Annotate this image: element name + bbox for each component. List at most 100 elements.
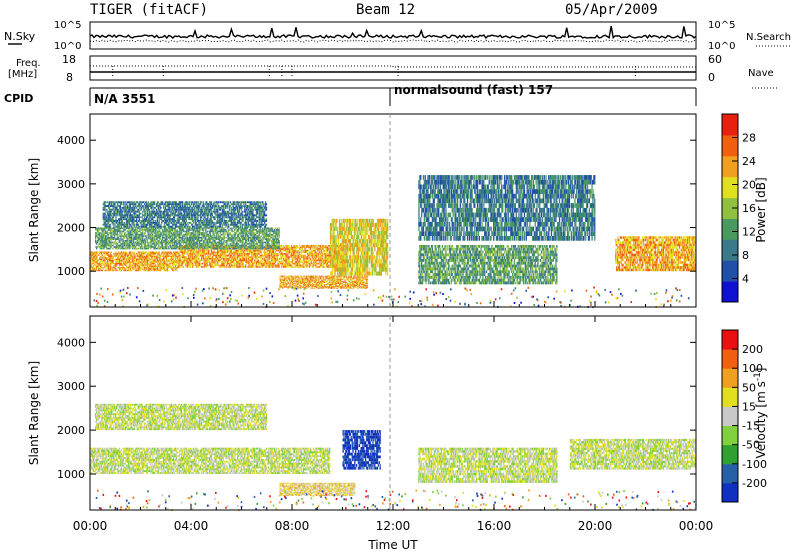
echo-cell xyxy=(96,262,98,265)
echo-cell xyxy=(182,227,184,230)
echo-cell xyxy=(186,251,188,254)
echo-cell xyxy=(113,232,115,234)
echo-cell xyxy=(228,251,231,254)
echo-cell xyxy=(180,247,182,250)
echo-cell xyxy=(142,247,144,250)
echo-cell xyxy=(117,227,119,230)
echo-cell xyxy=(99,268,102,270)
echo-cell xyxy=(235,240,237,242)
echo-cell xyxy=(278,249,280,252)
echo-cell xyxy=(91,261,94,263)
echo-cell xyxy=(325,254,327,257)
echo-cell xyxy=(169,255,171,258)
echo-cell xyxy=(201,253,204,255)
echo-cell xyxy=(103,251,105,253)
echo-cell xyxy=(178,261,180,263)
echo-cell xyxy=(218,258,221,260)
echo-cell xyxy=(317,266,319,268)
echo-cell xyxy=(169,267,171,269)
echo-cell xyxy=(228,256,231,258)
echo-cell xyxy=(149,241,151,244)
echo-cell xyxy=(120,252,122,255)
echo-cell xyxy=(130,236,132,239)
echo-cell xyxy=(245,256,248,258)
echo-cell xyxy=(127,235,129,237)
echo-cell xyxy=(145,246,147,248)
echo-cell xyxy=(130,241,132,244)
echo-cell xyxy=(94,257,96,259)
echo-cell xyxy=(310,261,312,263)
echo-cell xyxy=(161,244,163,247)
echo-cell xyxy=(279,248,281,250)
echo-cell xyxy=(164,269,167,272)
echo-cell xyxy=(103,267,105,269)
echo-cell xyxy=(226,246,228,249)
echo-cell xyxy=(308,259,310,262)
echo-cell xyxy=(158,235,160,237)
echo-cell xyxy=(263,251,266,254)
echo-cell xyxy=(285,253,287,255)
echo-cell xyxy=(137,258,140,260)
echo-cell xyxy=(163,257,165,259)
echo-cell xyxy=(305,251,307,254)
echo-cell xyxy=(158,247,160,250)
echo-cell xyxy=(182,256,184,258)
echo-cell xyxy=(105,240,108,242)
echo-cell xyxy=(288,258,290,260)
echo-cell xyxy=(152,229,155,231)
echo-cell xyxy=(264,259,267,262)
echo-cell xyxy=(281,256,284,258)
echo-cell xyxy=(194,261,196,263)
echo-cell xyxy=(227,254,229,257)
echo-cell xyxy=(159,269,161,272)
echo-cell xyxy=(142,235,145,237)
echo-cell xyxy=(96,251,98,253)
echo-cell xyxy=(126,230,128,233)
echo-cell xyxy=(256,253,258,255)
echo-cell xyxy=(91,252,94,255)
echo-cell xyxy=(182,261,185,263)
echo-cell xyxy=(317,259,319,262)
echo-cell xyxy=(289,246,291,249)
echo-cell xyxy=(126,261,128,263)
echo-cell xyxy=(116,232,118,234)
echo-cell xyxy=(241,246,243,248)
echo-cell xyxy=(276,245,278,247)
echo-cell xyxy=(254,259,256,262)
echo-cell xyxy=(186,258,188,260)
echo-cell xyxy=(233,230,235,233)
echo-cell xyxy=(294,246,296,249)
echo-cell xyxy=(174,254,177,256)
echo-cell xyxy=(101,238,103,240)
echo-cell xyxy=(205,229,207,231)
echo-cell xyxy=(294,253,296,255)
echo-cell xyxy=(180,244,183,247)
echo-cell xyxy=(134,258,136,260)
echo-cell xyxy=(316,259,318,262)
echo-cell xyxy=(314,259,316,262)
echo-cell xyxy=(272,251,274,254)
echo-cell xyxy=(149,261,151,263)
echo-cell xyxy=(119,229,121,231)
echo-cell xyxy=(150,267,152,269)
echo-cell xyxy=(154,267,156,269)
echo-cell xyxy=(258,266,260,268)
echo-cell xyxy=(128,251,131,253)
echo-cell xyxy=(175,240,177,242)
echo-cell xyxy=(212,262,214,265)
echo-cell xyxy=(110,261,112,263)
echo-cell xyxy=(110,227,112,230)
echo-cell xyxy=(249,236,251,239)
echo-cell xyxy=(289,251,291,254)
echo-cell xyxy=(250,264,252,267)
echo-cell xyxy=(289,248,291,250)
echo-cell xyxy=(110,240,112,242)
echo-cell xyxy=(157,246,159,248)
echo-cell xyxy=(265,262,267,265)
echo-cell xyxy=(154,232,156,234)
echo-cell xyxy=(106,244,109,247)
echo-cell xyxy=(117,255,119,258)
echo-cell xyxy=(218,251,221,254)
echo-cell xyxy=(204,258,206,260)
echo-cell xyxy=(109,265,112,267)
